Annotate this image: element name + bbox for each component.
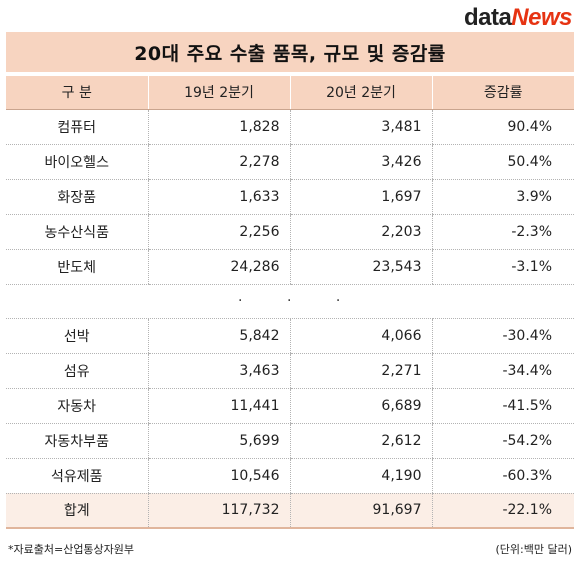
item-name-cell: 합계: [6, 493, 148, 529]
q2-2019-value-cell: 2,278: [147, 144, 290, 180]
q2-2019-value-cell: 24,286: [147, 249, 290, 285]
table-row: 반도체 24,286 23,543 -3.1%: [6, 249, 574, 285]
table-header-row: 구 분 19년 2분기 20년 2분기 증감률: [6, 76, 574, 110]
change-rate-cell: -3.1%: [431, 249, 574, 285]
q2-2020-value-cell: 2,271: [289, 353, 432, 389]
change-rate-cell: -22.1%: [431, 493, 574, 529]
column-header-category: 구 분: [6, 76, 148, 110]
change-rate-cell: -2.3%: [431, 214, 574, 250]
table-row: 자동차 11,441 6,689 -41.5%: [6, 388, 574, 424]
item-name-cell: 선박: [6, 318, 148, 354]
q2-2020-value-cell: 2,203: [289, 214, 432, 250]
table-footer: *자료출처=산업통상자원부 (단위:백만 달러): [8, 541, 572, 557]
change-rate-cell: -54.2%: [431, 423, 574, 459]
change-rate-cell: 90.4%: [431, 109, 574, 145]
ellipsis-row: · · ·: [6, 284, 574, 319]
change-rate-cell: -30.4%: [431, 318, 574, 354]
datanews-logo: data News: [463, 4, 573, 31]
change-rate-cell: -34.4%: [431, 353, 574, 389]
item-name-cell: 석유제품: [6, 458, 148, 494]
q2-2020-value-cell: 1,697: [289, 179, 432, 215]
change-rate-cell: 3.9%: [431, 179, 574, 215]
item-name-cell: 자동차부품: [6, 423, 148, 459]
table-row: 선박 5,842 4,066 -30.4%: [6, 318, 574, 354]
item-name-cell: 섬유: [6, 353, 148, 389]
item-name-cell: 바이오헬스: [6, 144, 148, 180]
table-title: 20대 주요 수출 품목, 규모 및 증감률: [6, 32, 574, 72]
column-header-q2-2020: 20년 2분기: [289, 76, 432, 110]
q2-2020-value-cell: 4,190: [289, 458, 432, 494]
q2-2019-value-cell: 1,828: [147, 109, 290, 145]
table-row: 화장품 1,633 1,697 3.9%: [6, 179, 574, 215]
q2-2020-value-cell: 6,689: [289, 388, 432, 424]
table-row: 컴퓨터 1,828 3,481 90.4%: [6, 109, 574, 145]
table-row: 석유제품 10,546 4,190 -60.3%: [6, 458, 574, 494]
table-row: 섬유 3,463 2,271 -34.4%: [6, 353, 574, 389]
q2-2020-value-cell: 2,612: [289, 423, 432, 459]
change-rate-cell: -60.3%: [431, 458, 574, 494]
table-row: 농수산식품 2,256 2,203 -2.3%: [6, 214, 574, 250]
q2-2019-value-cell: 2,256: [147, 214, 290, 250]
item-name-cell: 자동차: [6, 388, 148, 424]
q2-2019-value-cell: 3,463: [147, 353, 290, 389]
total-row: 합계 117,732 91,697 -22.1%: [6, 493, 574, 529]
q2-2020-value-cell: 91,697: [289, 493, 432, 529]
q2-2020-value-cell: 3,426: [289, 144, 432, 180]
column-header-change-rate: 증감률: [431, 76, 574, 110]
unit-note: (단위:백만 달러): [495, 543, 572, 556]
q2-2019-value-cell: 117,732: [147, 493, 290, 529]
q2-2019-value-cell: 11,441: [147, 388, 290, 424]
logo-text-data: data: [463, 4, 512, 31]
q2-2019-value-cell: 5,699: [147, 423, 290, 459]
q2-2019-value-cell: 1,633: [147, 179, 290, 215]
q2-2020-value-cell: 3,481: [289, 109, 432, 145]
item-name-cell: 화장품: [6, 179, 148, 215]
q2-2019-value-cell: 10,546: [147, 458, 290, 494]
logo-text-news: News: [511, 4, 572, 31]
source-note: *자료출처=산업통상자원부: [8, 543, 135, 556]
q2-2020-value-cell: 23,543: [289, 249, 432, 285]
table-row: 자동차부품 5,699 2,612 -54.2%: [6, 423, 574, 459]
export-items-table: 구 분 19년 2분기 20년 2분기 증감률 컴퓨터 1,828 3,481 90.…: [6, 76, 574, 529]
ellipsis-dots: · · ·: [6, 284, 574, 319]
change-rate-cell: 50.4%: [431, 144, 574, 180]
column-header-q2-2019: 19년 2분기: [147, 76, 290, 110]
table-row: 바이오헬스 2,278 3,426 50.4%: [6, 144, 574, 180]
q2-2020-value-cell: 4,066: [289, 318, 432, 354]
item-name-cell: 컴퓨터: [6, 109, 148, 145]
item-name-cell: 반도체: [6, 249, 148, 285]
q2-2019-value-cell: 5,842: [147, 318, 290, 354]
item-name-cell: 농수산식품: [6, 214, 148, 250]
change-rate-cell: -41.5%: [431, 388, 574, 424]
